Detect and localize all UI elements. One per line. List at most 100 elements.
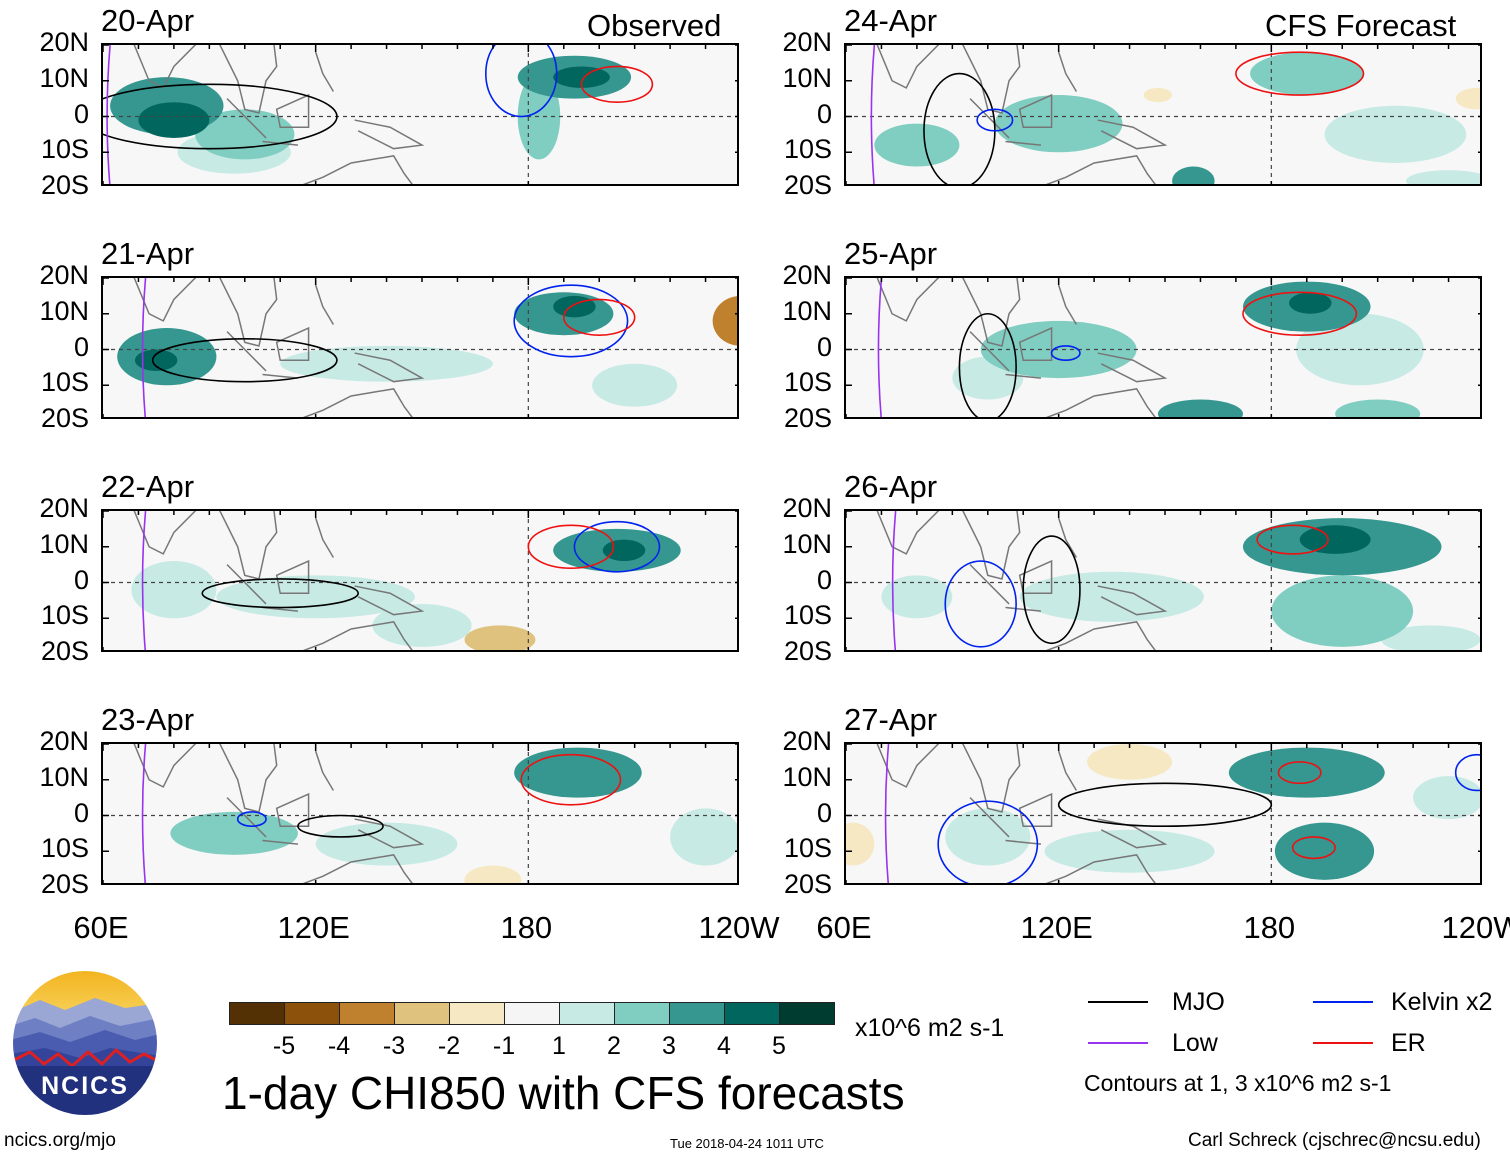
map-panel-27-Apr — [844, 742, 1482, 885]
kelvin-contour — [937, 800, 1039, 883]
chi-anomaly-shading — [980, 320, 1137, 379]
chi-anomaly-shading — [1228, 747, 1385, 798]
latitude-tick-label: 20S — [783, 869, 832, 899]
coastline-new-guinea — [1057, 284, 1168, 383]
latitude-tick-label: 10N — [39, 761, 89, 792]
chi-anomaly-shading — [1274, 822, 1375, 880]
map-panel-26-Apr — [844, 509, 1482, 652]
colorbar-tick-label: 1 — [552, 1032, 566, 1060]
map-canvas — [103, 45, 737, 184]
latitude-tick-label: 20S — [40, 869, 89, 899]
forecast-label: CFS Forecast — [1265, 8, 1457, 43]
latitude-tick-label: 0 — [816, 98, 832, 129]
low-contour — [141, 511, 147, 650]
latitude-tick-label: 20S — [783, 636, 832, 666]
colorbar-swatch — [284, 1002, 340, 1025]
chi-anomaly-shading — [195, 109, 295, 160]
chi-anomaly-shading — [1172, 166, 1215, 184]
kelvin-contour — [485, 45, 558, 118]
latitude-tick-label: 10N — [39, 295, 89, 326]
latitude-tick-label: 20N — [39, 27, 89, 57]
latitude-tick-label: 20S — [40, 403, 89, 433]
colorbar-swatch — [339, 1002, 395, 1025]
panel-date-label: 25-Apr — [844, 236, 938, 271]
longitude-tick-label: 180 — [1243, 910, 1296, 945]
chi-anomaly-shading — [170, 811, 298, 855]
colorbar-swatch — [779, 1002, 835, 1025]
low-contour — [891, 511, 897, 650]
map-canvas — [846, 511, 1480, 650]
chi-anomaly-shading — [1289, 292, 1332, 314]
coastline-australia — [302, 621, 413, 650]
legend-kelvin-label: Kelvin x2 — [1391, 988, 1493, 1016]
colorbar-tick-label: -1 — [492, 1032, 516, 1060]
latitude-tick-label: 0 — [73, 98, 89, 129]
coastline-indonesia — [226, 792, 310, 845]
chi-anomaly-shading — [874, 123, 960, 167]
legend-er-label: ER — [1391, 1029, 1426, 1057]
latitude-tick-label: 0 — [73, 564, 89, 595]
map-panel-21-Apr — [101, 276, 739, 419]
er-contour — [520, 753, 622, 806]
chi-anomaly-shading — [1455, 87, 1480, 110]
chi-anomaly-shading — [881, 575, 953, 619]
coastline-australia — [302, 155, 413, 184]
longitude-tick-label: 120W — [698, 910, 780, 945]
chi-anomaly-shading — [1087, 744, 1173, 780]
coastline-india — [133, 511, 197, 555]
latitude-tick-label: 20N — [782, 260, 832, 290]
contour-note: Contours at 1, 3 x10^6 m2 s-1 — [1084, 1070, 1392, 1096]
colorbar-tick-label: 2 — [607, 1032, 621, 1060]
ncics-logo: NCICS — [10, 968, 160, 1118]
latitude-tick-label: 0 — [73, 797, 89, 828]
mjo-contour — [958, 312, 1017, 417]
latitude-tick-label: 20S — [40, 636, 89, 666]
coastline-new-guinea — [314, 517, 425, 616]
kelvin-contour — [513, 284, 629, 358]
mjo-contour — [103, 83, 338, 150]
panel-date-label: 24-Apr — [844, 3, 938, 38]
latitude-tick-label: 20N — [39, 260, 89, 290]
legend-kelvin-line — [1313, 1001, 1373, 1003]
coastline-indonesia — [969, 93, 1053, 146]
chi-anomaly-shading — [670, 808, 737, 866]
coastline-se-asia — [962, 278, 1021, 347]
er-contour — [527, 524, 615, 570]
coastline-new-guinea — [314, 750, 425, 849]
chi-anomaly-shading — [1271, 575, 1414, 647]
coastline-australia — [1045, 854, 1156, 883]
map-canvas — [103, 278, 737, 417]
coastline-new-guinea — [1057, 51, 1168, 150]
latitude-tick-label: 0 — [816, 331, 832, 362]
longitude-tick-label: 60E — [73, 910, 129, 945]
latitude-tick-label: 20N — [782, 27, 832, 57]
latitude-tick-label: 10S — [40, 833, 89, 864]
legend-mjo-label: MJO — [1172, 988, 1225, 1016]
colorbar-swatch — [229, 1002, 285, 1025]
longitude-tick-label: 120W — [1441, 910, 1510, 945]
latitude-tick-label: 0 — [73, 331, 89, 362]
coastline-india — [133, 278, 197, 322]
chi-anomaly-shading — [1406, 170, 1480, 184]
colorbar-tick-label: 4 — [717, 1032, 731, 1060]
chi-anomaly-shading — [846, 822, 875, 866]
footer-url[interactable]: ncics.org/mjo — [4, 1130, 116, 1151]
panel-date-label: 21-Apr — [101, 236, 195, 271]
chi-anomaly-shading — [1413, 776, 1480, 820]
colorbar-tick-label: -3 — [382, 1032, 406, 1060]
er-contour — [1291, 836, 1336, 860]
latitude-tick-label: 10S — [40, 600, 89, 631]
legend-mjo-line — [1088, 1001, 1148, 1003]
chi-anomaly-shading — [1324, 105, 1467, 163]
colorbar-swatch — [504, 1002, 560, 1025]
chi-anomaly-shading — [1335, 399, 1421, 417]
latitude-tick-label: 10S — [783, 833, 832, 864]
chi-anomaly-shading — [464, 865, 522, 883]
observed-label: Observed — [587, 8, 722, 43]
chi-anomaly-shading — [553, 295, 596, 318]
colorbar-tick-label: -4 — [327, 1032, 351, 1060]
coastline-se-asia — [219, 45, 278, 114]
map-canvas — [846, 744, 1480, 883]
footer-timestamp: Tue 2018-04-24 1011 UTC — [670, 1136, 824, 1151]
chi-anomaly-shading — [1250, 52, 1364, 96]
